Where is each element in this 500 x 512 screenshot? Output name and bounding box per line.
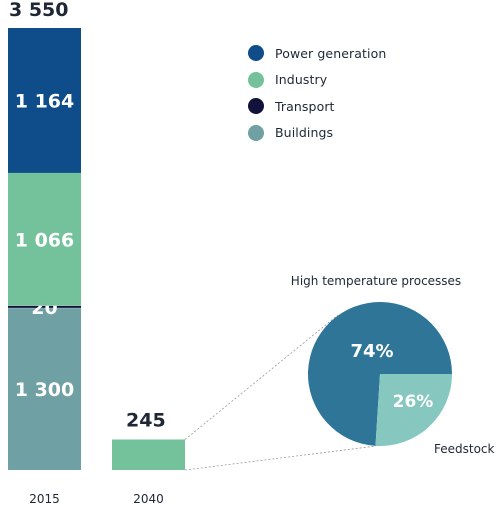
pie-slice-label-feedstock: 26% [393, 392, 434, 412]
legend-item-power-generation: Power generation [248, 40, 386, 67]
legend-item-transport: Transport [248, 93, 386, 120]
legend-item-buildings: Buildings [248, 120, 386, 147]
pie-title: High temperature processes [291, 274, 461, 288]
total-label-2040: 245 [126, 409, 166, 431]
leader-line-top [184, 314, 339, 440]
segment-label-power-generation: 1 164 [15, 90, 75, 112]
legend-item-industry: Industry [248, 67, 386, 94]
pie-slice-label-high-temperature-processes: 74% [350, 341, 393, 362]
legend-swatch-power-generation [248, 45, 264, 62]
legend-label-power-generation: Power generation [275, 45, 387, 61]
bar-2015-power-generation [8, 28, 81, 173]
legend-label-buildings: Buildings [275, 125, 334, 141]
total-label-2015: 3 550 [9, 0, 69, 21]
x-tick-label-2015: 2015 [29, 492, 60, 506]
pie-callout-label: Feedstock [434, 442, 495, 456]
bar-2040-industry [112, 439, 185, 470]
legend-swatch-buildings [248, 124, 264, 141]
legend-swatch-transport [248, 98, 264, 115]
pie-slice-feedstock [375, 374, 452, 446]
bar-2015-buildings [8, 308, 81, 470]
chart-legend: Power generation Industry Transport Buil… [248, 40, 386, 146]
legend-label-industry: Industry [275, 72, 328, 88]
legend-swatch-industry [248, 71, 264, 88]
segment-label-industry: 1 066 [15, 229, 75, 251]
segment-label-buildings: 1 300 [15, 379, 75, 401]
bar-2015-industry [8, 172, 81, 306]
pie-slice-high-temperature-processes [308, 301, 452, 446]
x-tick-label-2040: 2040 [133, 492, 164, 506]
legend-label-transport: Transport [275, 98, 335, 114]
leader-line-bottom [184, 445, 377, 471]
